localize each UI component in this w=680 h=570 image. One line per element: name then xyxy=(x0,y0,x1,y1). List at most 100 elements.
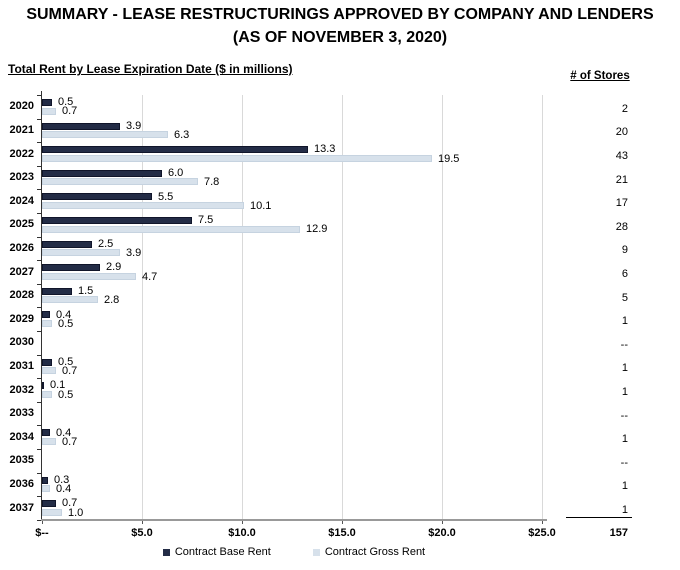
store-count-2021: 20 xyxy=(615,126,628,139)
y-axis-line xyxy=(41,91,42,521)
store-count-2023: 21 xyxy=(615,173,628,186)
bar-contract-gross-rent xyxy=(42,178,198,186)
value-label-base-rent: 2.9 xyxy=(106,261,122,274)
stores-total-rule xyxy=(566,517,632,518)
x-axis-label: $5.0 xyxy=(131,526,153,539)
value-label-gross-rent: 0.5 xyxy=(58,388,74,401)
x-axis-tick xyxy=(42,521,43,525)
y-axis-tick xyxy=(37,189,42,191)
stores-total: 157 xyxy=(609,527,628,539)
bar-contract-base-rent xyxy=(42,146,308,154)
value-label-base-rent: 0.7 xyxy=(62,497,78,510)
store-count-2032: 1 xyxy=(621,386,628,398)
bar-contract-gross-rent xyxy=(42,508,62,516)
x-axis-tick xyxy=(142,521,143,525)
store-count-2022: 43 xyxy=(615,150,628,162)
gridline xyxy=(442,95,443,520)
store-count-2029: 1 xyxy=(621,315,628,328)
legend-marker-gross-rent-icon xyxy=(312,548,320,556)
y-axis-label-2023: 2023 xyxy=(9,171,34,184)
value-label-gross-rent: 3.9 xyxy=(126,247,142,259)
store-count-2035: -- xyxy=(620,456,628,469)
bar-contract-gross-rent xyxy=(42,438,56,445)
y-axis-tick xyxy=(37,260,42,262)
x-axis-line xyxy=(41,519,547,522)
y-axis-tick xyxy=(37,307,42,309)
value-label-base-rent: 3.9 xyxy=(126,119,142,132)
bar-contract-base-rent xyxy=(42,358,52,366)
legend-item-gross-rent: Contract Gross Rent xyxy=(312,546,426,558)
x-axis-label: $-- xyxy=(35,526,49,539)
bar-contract-gross-rent xyxy=(42,225,300,233)
y-axis-label-2032: 2032 xyxy=(9,383,34,396)
bar-contract-gross-rent xyxy=(42,320,52,327)
bar-contract-base-rent xyxy=(42,264,100,272)
y-axis-label-2021: 2021 xyxy=(9,123,34,136)
y-axis-label-2035: 2035 xyxy=(9,454,34,467)
y-axis-label-2025: 2025 xyxy=(9,218,34,231)
bar-contract-gross-rent xyxy=(42,131,168,139)
y-axis-tick xyxy=(37,142,42,144)
y-axis-tick xyxy=(37,354,42,356)
x-axis-label: $25.0 xyxy=(528,526,556,539)
x-axis-label: $15.0 xyxy=(328,526,356,539)
bar-contract-gross-rent xyxy=(42,154,432,162)
value-label-base-rent: 2.5 xyxy=(98,237,114,250)
store-count-2030: -- xyxy=(620,338,628,351)
value-label-gross-rent: 2.8 xyxy=(104,294,120,307)
x-axis-label: $10.0 xyxy=(228,526,256,539)
value-label-gross-rent: 6.3 xyxy=(174,129,190,141)
bar-contract-base-rent xyxy=(42,193,152,201)
value-label-base-rent: 1.5 xyxy=(78,285,94,297)
value-label-base-rent: 5.5 xyxy=(158,190,174,203)
store-count-2033: -- xyxy=(620,409,628,422)
y-axis-tick xyxy=(37,283,42,285)
y-axis-label-2034: 2034 xyxy=(9,430,34,443)
y-axis-tick xyxy=(37,236,42,238)
value-label-base-rent: 0.1 xyxy=(50,379,66,392)
value-label-base-rent: 6.0 xyxy=(168,167,184,179)
y-axis-label-2037: 2037 xyxy=(9,501,34,514)
bar-contract-gross-rent xyxy=(42,367,56,375)
gridline xyxy=(142,95,143,520)
legend-marker-base-rent-icon xyxy=(162,548,170,556)
bar-contract-base-rent xyxy=(42,500,56,508)
stores-column-header: # of Stores xyxy=(570,70,630,82)
y-axis-tick xyxy=(37,331,42,332)
y-axis-tick xyxy=(37,472,42,474)
value-label-gross-rent: 7.8 xyxy=(204,176,220,189)
value-label-base-rent: 7.5 xyxy=(198,214,214,227)
value-label-gross-rent: 10.1 xyxy=(250,199,272,212)
y-axis-tick xyxy=(37,496,42,498)
bar-contract-base-rent xyxy=(42,99,52,106)
bar-contract-base-rent xyxy=(42,429,50,437)
y-axis-label-2020: 2020 xyxy=(9,100,34,113)
store-count-2027: 6 xyxy=(621,268,628,280)
value-label-gross-rent: 0.7 xyxy=(62,435,78,448)
bar-contract-base-rent xyxy=(42,169,162,177)
value-label-gross-rent: 12.9 xyxy=(306,223,328,236)
store-count-2031: 1 xyxy=(621,362,628,375)
value-label-base-rent: 0.5 xyxy=(58,96,74,109)
bar-contract-gross-rent xyxy=(42,390,52,398)
bar-contract-gross-rent xyxy=(42,296,98,304)
bar-contract-base-rent xyxy=(42,287,72,295)
y-axis-label-2029: 2029 xyxy=(9,312,34,325)
legend-label-gross-rent: Contract Gross Rent xyxy=(324,546,426,558)
x-axis-tick xyxy=(242,521,243,525)
bar-contract-gross-rent xyxy=(42,202,244,209)
y-axis-tick xyxy=(37,401,42,403)
y-axis-label-2031: 2031 xyxy=(9,359,34,372)
store-count-2024: 17 xyxy=(615,197,628,210)
chart-title: Total Rent by Lease Expiration Date ($ i… xyxy=(8,62,293,76)
store-count-2020: 2 xyxy=(621,102,628,115)
store-count-2034: 1 xyxy=(621,433,628,446)
x-axis-tick xyxy=(542,521,543,525)
x-axis-tick xyxy=(342,521,343,525)
value-label-gross-rent: 0.5 xyxy=(58,317,74,330)
bar-contract-base-rent xyxy=(42,122,120,130)
y-axis-label-2030: 2030 xyxy=(9,336,34,349)
value-label-gross-rent: 1.0 xyxy=(68,506,84,519)
